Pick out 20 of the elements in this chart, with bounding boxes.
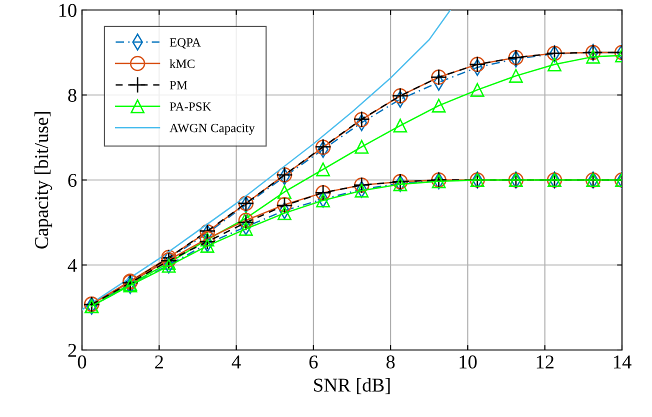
x-tick-label: 6 xyxy=(309,355,318,369)
y-tick-label: 6 xyxy=(68,174,77,187)
legend-label: AWGN Capacity xyxy=(170,124,255,135)
y-tick-label: 10 xyxy=(59,4,76,17)
legend-label: kMC xyxy=(170,59,194,68)
x-tick-label: 14 xyxy=(614,356,632,368)
x-tick-label: 2 xyxy=(155,355,163,368)
y-tick-label: 4 xyxy=(68,258,77,272)
x-tick-label: 8 xyxy=(386,355,395,369)
y-axis-title: Capacity [bit/use] xyxy=(34,112,52,249)
x-tick-label: 10 xyxy=(460,355,477,369)
legend-label: PA-PSK xyxy=(170,102,212,111)
x-tick-label: 0 xyxy=(78,355,86,369)
x-tick-label: 4 xyxy=(232,356,241,368)
y-tick-label: 2 xyxy=(68,344,76,357)
x-axis-title: SNR [dB] xyxy=(314,378,390,394)
legend-label: PM xyxy=(170,81,188,90)
y-tick-label: 8 xyxy=(68,88,76,102)
x-tick-label: 12 xyxy=(536,355,554,368)
legend-label: EQPA xyxy=(170,38,201,48)
